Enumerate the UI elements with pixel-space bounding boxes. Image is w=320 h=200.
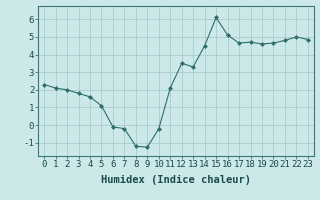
X-axis label: Humidex (Indice chaleur): Humidex (Indice chaleur) [101,175,251,185]
